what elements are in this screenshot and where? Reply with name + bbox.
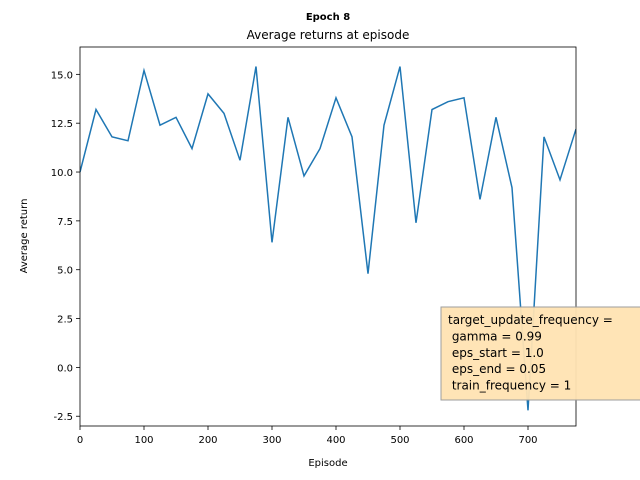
x-tick-label: 500: [390, 435, 409, 446]
data-line: [80, 66, 576, 411]
annotation-box: [440, 306, 640, 401]
y-tick-label: 15.0: [51, 70, 73, 81]
y-tick-label: 7.5: [57, 217, 73, 228]
y-tick-label: -2.5: [53, 412, 73, 423]
x-tick-label: 0: [77, 435, 83, 446]
suptitle: Epoch 8: [306, 12, 350, 23]
y-tick-label: 0.0: [57, 363, 73, 374]
x-tick-label: 400: [326, 435, 345, 446]
x-tick-label: 300: [262, 435, 281, 446]
x-axis-label: Episode: [308, 458, 347, 469]
axes-frame: [79, 46, 577, 427]
annotation-line: eps_end = 0.05: [448, 362, 546, 376]
y-tick-label: 12.5: [51, 119, 73, 130]
y-tick-label: 5.0: [57, 266, 73, 277]
x-tick-label: 600: [454, 435, 473, 446]
x-tick-label: 200: [198, 435, 217, 446]
annotation-line: train_frequency = 1: [448, 379, 571, 393]
chart-title: Average returns at episode: [247, 28, 410, 42]
x-tick-label: 100: [134, 435, 153, 446]
x-tick-label: 700: [518, 435, 537, 446]
annotation-line: gamma = 0.99: [448, 329, 542, 343]
y-tick-label: 10.0: [51, 168, 73, 179]
annotation-line: eps_start = 1.0: [448, 346, 544, 360]
y-tick-label: 2.5: [57, 315, 73, 326]
annotation-line: target_update_frequency =: [448, 313, 613, 327]
y-axis-label: Average return: [19, 199, 30, 274]
